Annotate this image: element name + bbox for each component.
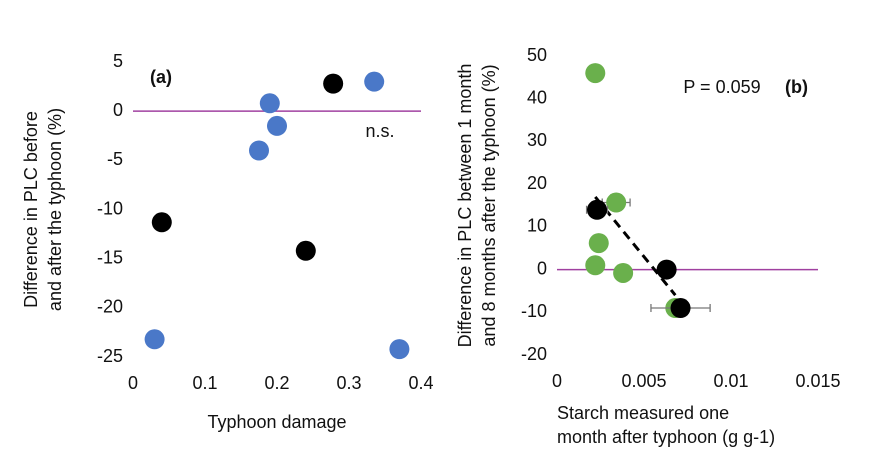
data-point (267, 115, 287, 136)
y-tick-label: -25 (97, 346, 123, 366)
y-tick-label: 30 (527, 130, 547, 150)
y-tick-label: -20 (521, 344, 547, 364)
y-axis-label: Difference in PLC before (21, 111, 41, 308)
panel-label: (a) (150, 67, 172, 87)
data-point (389, 339, 410, 360)
y-tick-label: 40 (527, 87, 547, 107)
data-point (585, 63, 606, 84)
annotation: P = 0.059 (683, 77, 760, 97)
x-tick-label: 0 (128, 373, 138, 393)
data-point (587, 199, 608, 220)
y-tick-label: 50 (527, 45, 547, 65)
y-axis-label: Difference in PLC between 1 month (455, 64, 475, 348)
data-point (151, 212, 172, 233)
x-tick-label: 0.2 (264, 373, 289, 393)
x-tick-label: 0 (552, 371, 562, 391)
y-axis-label: and 8 months after the typhoon (%) (479, 64, 499, 346)
data-point (323, 73, 344, 94)
x-tick-label: 0.005 (621, 371, 666, 391)
data-point (295, 240, 316, 261)
x-tick-label: 0.4 (408, 373, 433, 393)
y-tick-label: -15 (97, 247, 123, 267)
x-axis-label: month after typhoon (g g-1) (557, 427, 775, 447)
y-tick-label: 0 (537, 258, 547, 278)
data-point (656, 259, 677, 280)
x-axis-label: Starch measured one (557, 403, 729, 423)
data-point (588, 233, 609, 254)
y-tick-label: 10 (527, 216, 547, 236)
x-tick-label: 0.01 (713, 371, 748, 391)
data-point (249, 140, 269, 161)
y-tick-label: -5 (107, 149, 123, 169)
data-point (585, 255, 606, 276)
y-tick-label: -10 (521, 301, 547, 321)
data-point (670, 298, 691, 319)
data-point (364, 71, 385, 92)
x-tick-label: 0.3 (336, 373, 361, 393)
data-point (259, 93, 280, 114)
x-tick-label: 0.1 (192, 373, 217, 393)
data-point (606, 192, 627, 213)
data-point (144, 329, 165, 350)
annotation: n.s. (365, 121, 394, 141)
y-tick-label: 0 (113, 100, 123, 120)
y-tick-label: -10 (97, 198, 123, 218)
y-tick-label: 20 (527, 173, 547, 193)
trend-line (594, 196, 677, 297)
data-point (613, 262, 634, 283)
panel-label: (b) (785, 77, 808, 97)
y-tick-label: -20 (97, 297, 123, 317)
x-tick-label: 0.015 (795, 371, 840, 391)
y-axis-label: and after the typhoon (%) (45, 108, 65, 311)
y-tick-label: 5 (113, 51, 123, 71)
x-axis-label: Typhoon damage (207, 412, 346, 432)
